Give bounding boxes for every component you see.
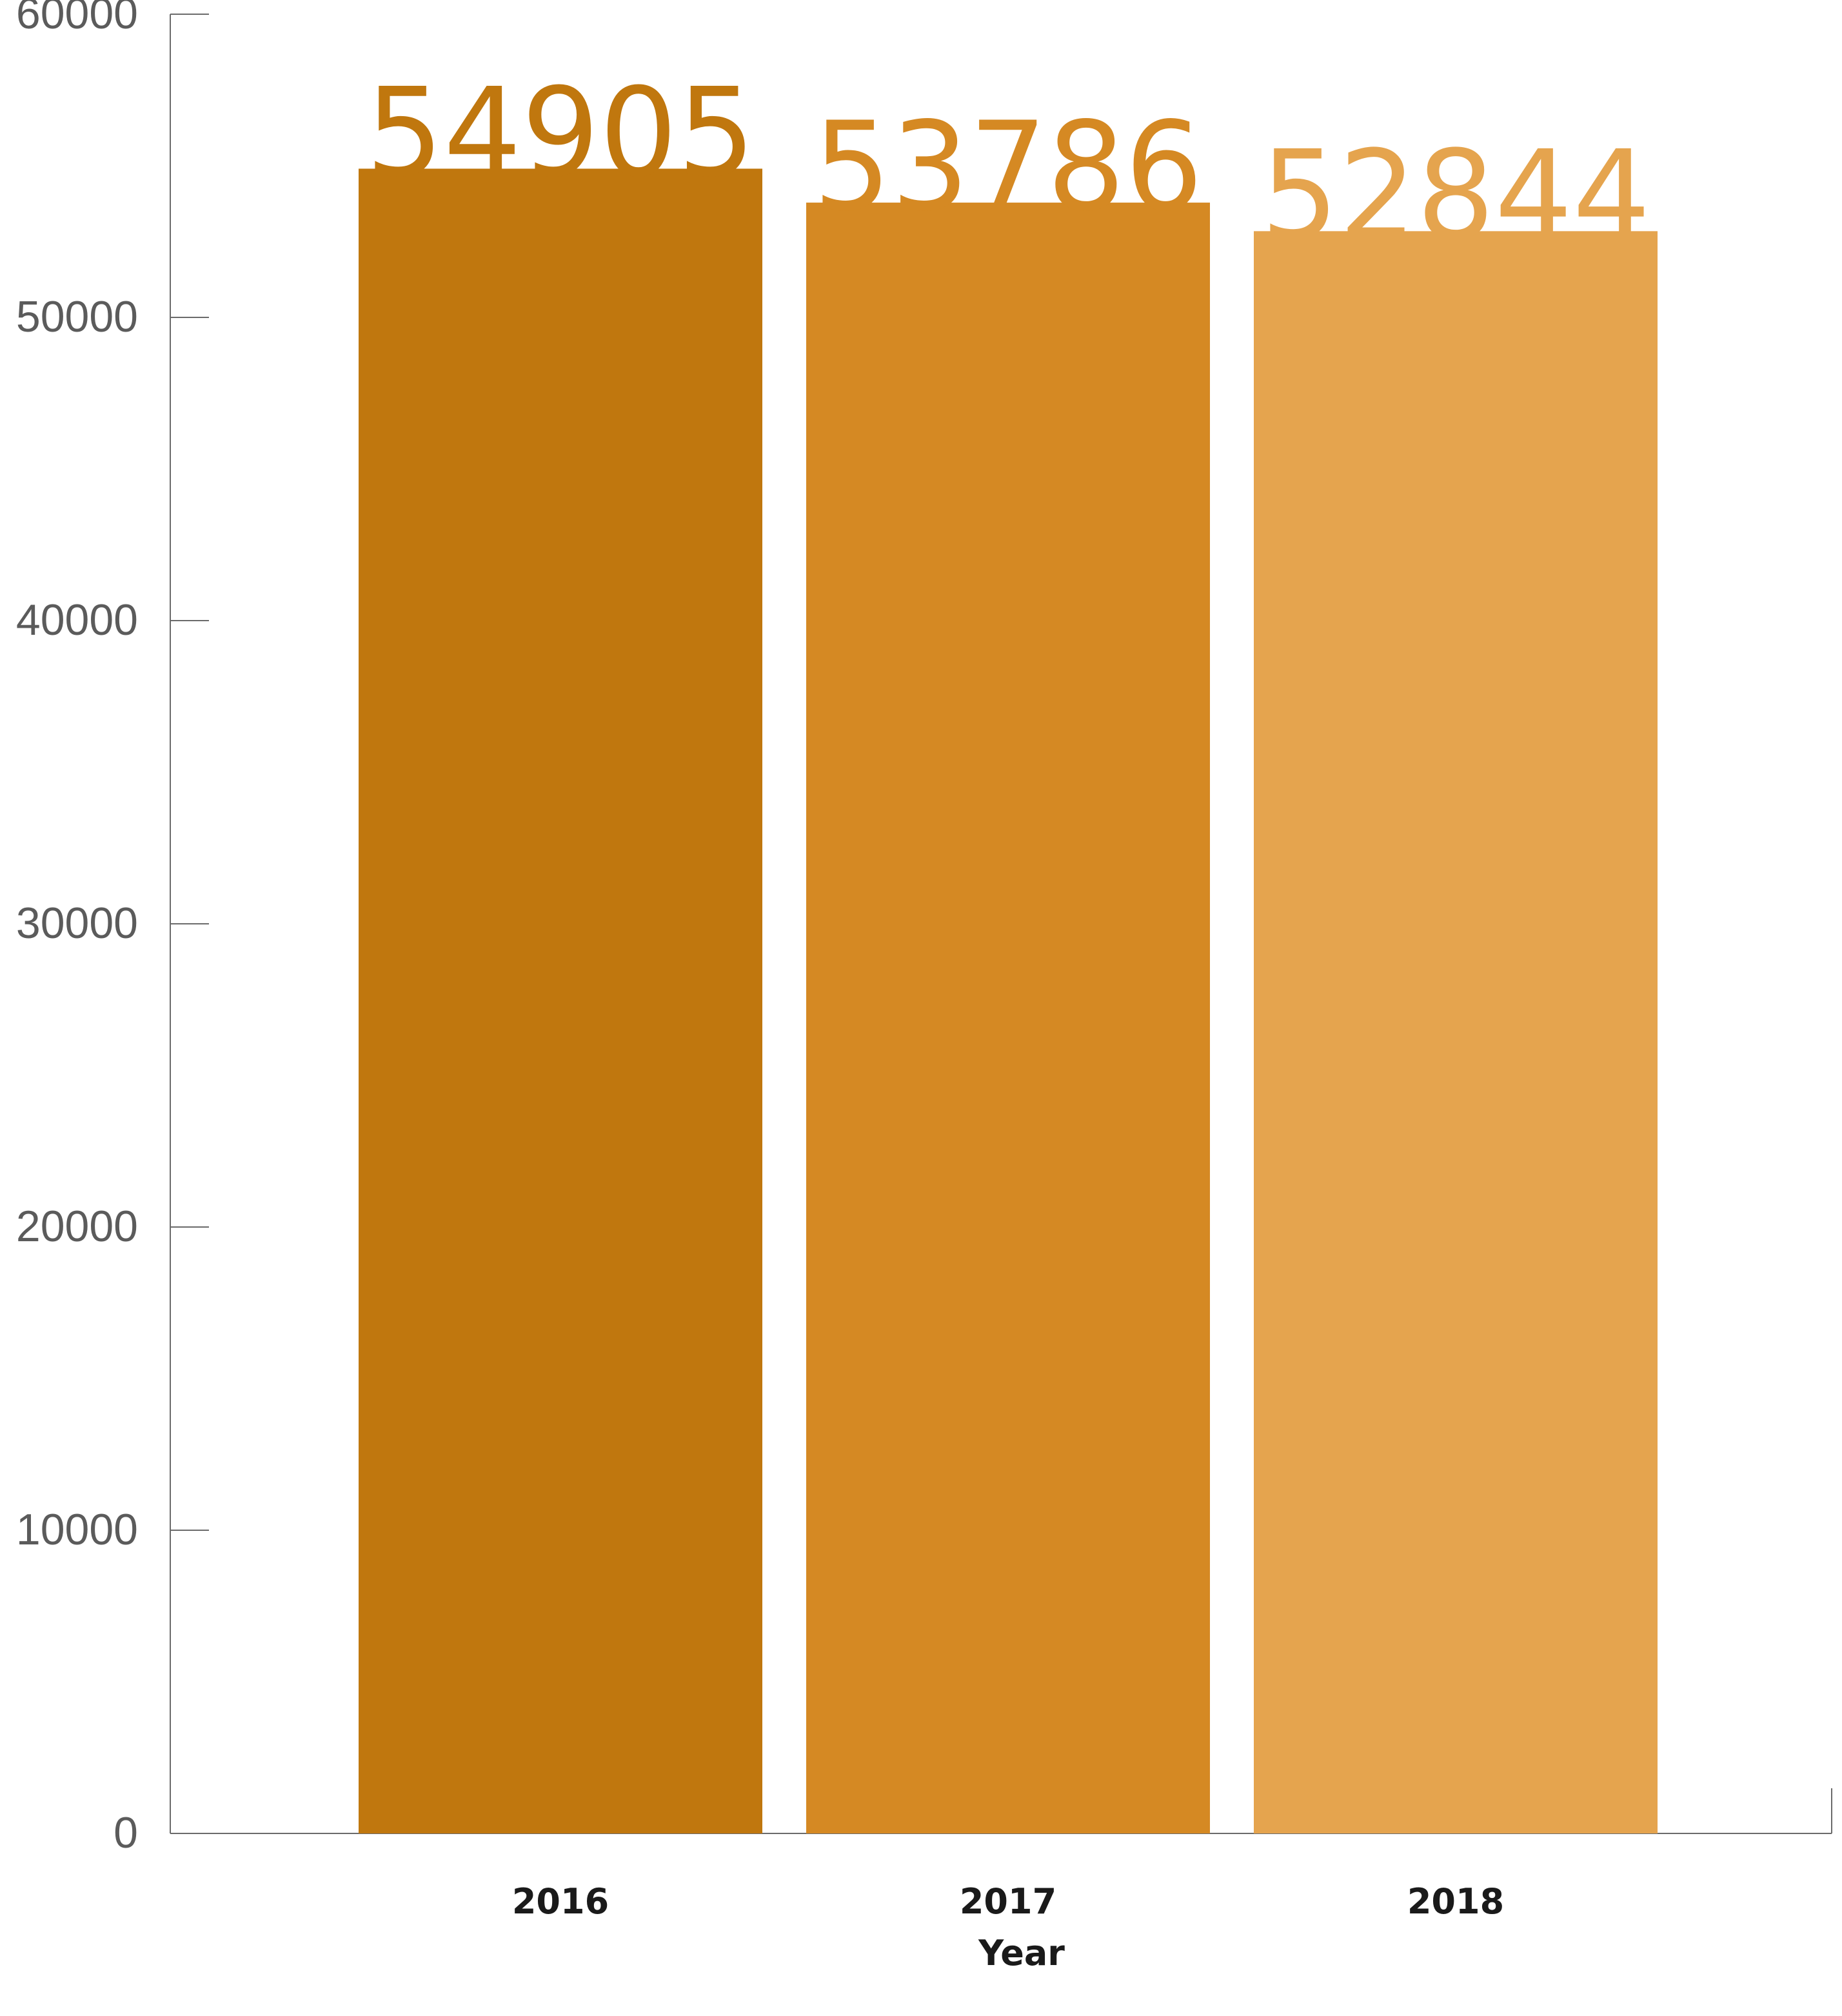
y-tick-label: 50000: [16, 292, 138, 341]
y-tick-label: 10000: [16, 1505, 138, 1554]
x-category-label: 2017: [960, 1881, 1056, 1922]
y-ticks: 0 10000 20000 30000 40000 50000 60000: [16, 0, 209, 1857]
x-categories: 2016 2017 2018: [512, 1881, 1504, 1922]
x-category-label: 2016: [512, 1881, 609, 1922]
data-label-2018: 52844: [1261, 124, 1650, 266]
y-tick-label: 30000: [16, 899, 138, 948]
bar-2017: [806, 203, 1210, 1833]
y-tick-label: 60000: [16, 0, 138, 38]
y-tick-label: 0: [114, 1808, 138, 1857]
x-category-label: 2018: [1407, 1881, 1504, 1922]
bar-2016: [359, 168, 762, 1833]
data-labels: 54905 53786 52844: [366, 61, 1650, 266]
y-tick-label: 20000: [16, 1202, 138, 1251]
x-axis-title: Year: [978, 1933, 1065, 1973]
data-label-2016: 54905: [366, 61, 755, 204]
bars: [359, 168, 1658, 1833]
bar-2018: [1254, 231, 1658, 1833]
y-tick-label: 40000: [16, 595, 138, 644]
data-label-2017: 53786: [813, 95, 1203, 238]
